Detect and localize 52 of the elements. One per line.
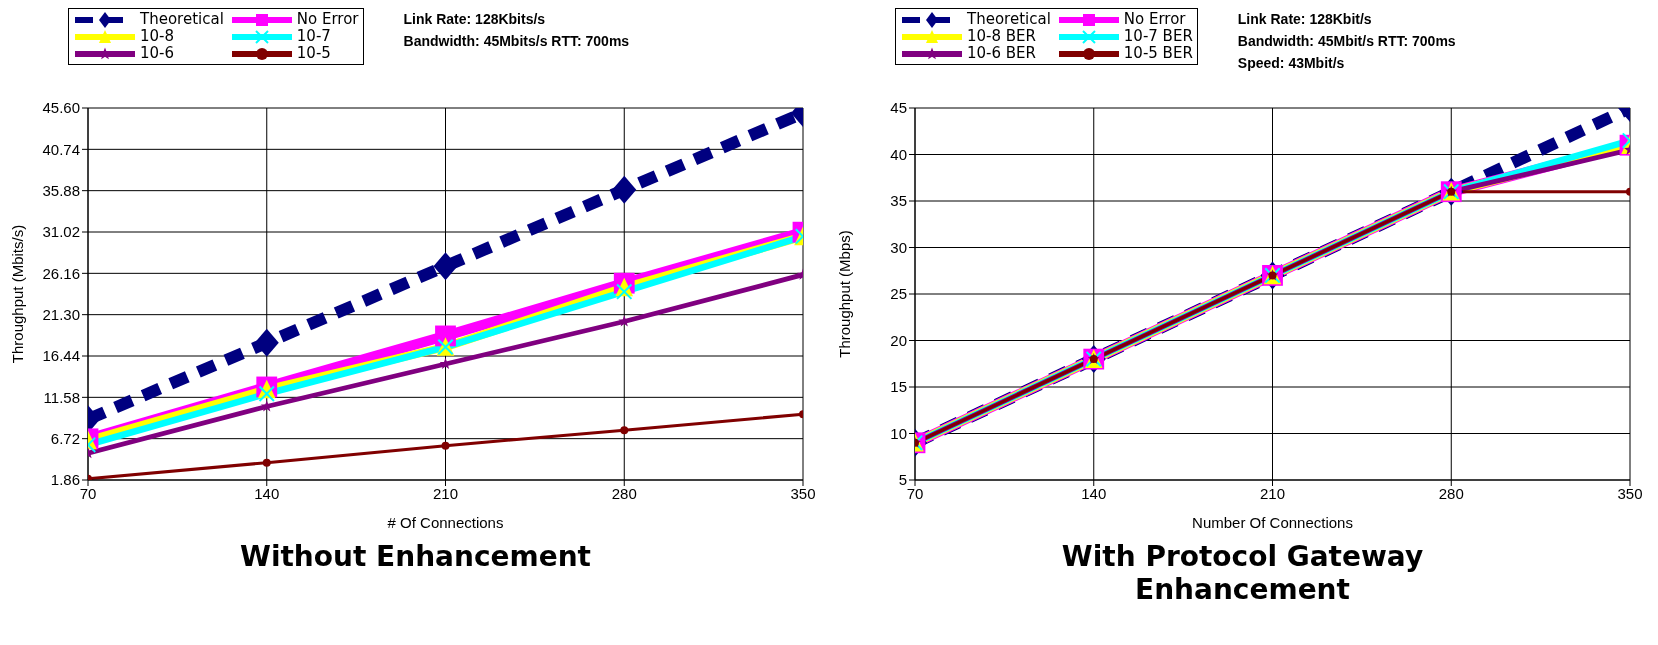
y-tick-label: 30 [890,238,907,256]
y-tick-label: 45 [890,99,907,117]
legend-label: 10-7 [296,27,331,45]
y-tick-label: 40 [890,145,907,163]
y-tick-label: 35.88 [42,181,80,199]
legend-label: No Error [1123,10,1186,28]
text: With Protocol Gateway Enhancement [1060,540,1425,606]
y-tick-label: 21.30 [42,305,80,323]
x-tick-label: 70 [906,484,924,502]
legend-label: 10-6 [140,44,175,62]
text: Bandwidth: 45Mbits/s RTT: 700ms [403,32,630,51]
legend-label: 10-5 [296,44,331,62]
legend-label: 10-7 BER [1123,27,1193,45]
y-tick-label: 20 [890,331,907,349]
x-tick-label: 350 [1617,484,1643,502]
legend-label: No Error [296,10,359,28]
legend-label: 10-8 [140,27,175,45]
y-tick-label: 6.72 [50,429,80,447]
y-tick-label: 11.58 [43,388,80,406]
x-axis-title: Number Of Connections [1192,514,1353,531]
x-axis-title: # Of Connections [387,514,504,531]
legend-label: 10-8 BER [967,27,1037,45]
legend-label: Theoretical [967,10,1051,28]
y-tick-label: 40.74 [42,140,80,158]
text: Without Enhancement [239,540,592,573]
y-tick-label: 5 [898,471,907,489]
y-tick-label: 26.16 [42,264,80,282]
legend-label: Theoretical [140,10,224,28]
legend-label: 10-6 BER [967,44,1037,62]
text: Speed: 43Mbit/s [1237,54,1346,73]
y-tick-label: 35 [890,192,907,210]
text: Bandwidth: 45Mbit/s RTT: 700ms [1237,32,1456,51]
x-tick-label: 140 [254,484,280,502]
text: Link Rate: 128Kbit/s [1237,10,1373,29]
y-tick-label: 1.86 [50,471,80,489]
legend-label: 10-5 BER [1123,44,1193,62]
text: Link Rate: 128Kbits/s [403,10,547,29]
x-tick-label: 350 [790,484,816,502]
y-tick-label: 10 [890,424,907,442]
x-tick-label: 140 [1081,484,1107,502]
y-tick-label: 45.60 [42,99,80,117]
y-tick-label: 15 [890,378,907,396]
y-tick-label: 25 [890,285,907,303]
y-axis-title: Throughput (Mbits/s) [9,224,27,364]
x-tick-label: 280 [1438,484,1464,502]
x-tick-label: 210 [1259,484,1286,502]
x-tick-label: 70 [79,484,97,502]
y-tick-label: 16.44 [42,347,80,365]
y-axis-title: Throughput (Mbps) [836,230,854,358]
y-tick-label: 31.02 [42,223,80,241]
x-tick-label: 280 [611,484,637,502]
x-tick-label: 210 [432,484,459,502]
